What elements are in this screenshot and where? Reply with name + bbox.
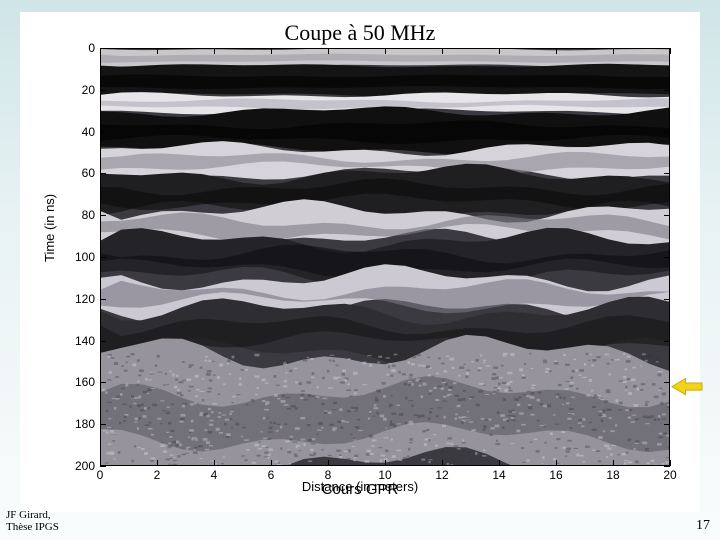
x-tick-label: 18: [606, 468, 619, 482]
x-tick-mark: [613, 460, 614, 466]
radargram-plot-area: [100, 48, 670, 466]
x-tick-mark: [385, 460, 386, 466]
y-tick-label: 20: [55, 83, 95, 97]
y-tick-mark: [664, 90, 670, 91]
y-tick-label: 60: [55, 166, 95, 180]
x-tick-mark: [214, 460, 215, 466]
credit-line1: JF Girard,: [6, 509, 51, 521]
x-tick-mark: [328, 48, 329, 54]
y-tick-mark: [664, 48, 670, 49]
chart-panel: Coupe à 50 MHz Time (in ns) Distance (in…: [20, 12, 700, 512]
x-tick-mark: [385, 48, 386, 54]
y-tick-mark: [664, 299, 670, 300]
page-number: 17: [696, 518, 710, 534]
x-tick-label: 8: [325, 468, 332, 482]
slide-root: Coupe à 50 MHz Time (in ns) Distance (in…: [0, 0, 720, 540]
x-tick-mark: [157, 460, 158, 466]
y-tick-mark: [100, 48, 106, 49]
x-tick-mark: [328, 460, 329, 466]
x-tick-mark: [214, 48, 215, 54]
y-tick-label: 180: [55, 417, 95, 431]
x-tick-mark: [271, 460, 272, 466]
y-tick-mark: [664, 382, 670, 383]
y-tick-mark: [100, 90, 106, 91]
y-tick-label: 160: [55, 375, 95, 389]
x-tick-mark: [442, 460, 443, 466]
x-tick-mark: [271, 48, 272, 54]
x-tick-mark: [442, 48, 443, 54]
y-tick-mark: [100, 382, 106, 383]
x-tick-mark: [613, 48, 614, 54]
y-tick-label: 120: [55, 292, 95, 306]
y-tick-mark: [664, 257, 670, 258]
x-tick-label: 4: [211, 468, 218, 482]
y-tick-mark: [100, 424, 106, 425]
credit-text: JF Girard, Thèse IPGS: [6, 509, 59, 534]
chart-title: Coupe à 50 MHz: [20, 20, 700, 46]
credit-line2: Thèse IPGS: [6, 521, 59, 533]
slide-footer-center: Cours GPR: [20, 481, 700, 498]
x-tick-mark: [670, 460, 671, 466]
y-tick-mark: [100, 466, 106, 467]
x-tick-mark: [499, 48, 500, 54]
y-tick-mark: [664, 215, 670, 216]
y-tick-mark: [664, 341, 670, 342]
y-tick-mark: [100, 132, 106, 133]
y-tick-mark: [664, 173, 670, 174]
radargram-svg: [101, 49, 669, 465]
x-tick-mark: [556, 48, 557, 54]
x-tick-label: 16: [549, 468, 562, 482]
y-tick-mark: [664, 466, 670, 467]
x-tick-label: 14: [492, 468, 505, 482]
y-tick-mark: [664, 132, 670, 133]
y-tick-label: 200: [55, 459, 95, 473]
y-tick-label: 80: [55, 208, 95, 222]
y-tick-label: 40: [55, 125, 95, 139]
x-tick-label: 20: [663, 468, 676, 482]
x-tick-mark: [670, 48, 671, 54]
x-tick-mark: [556, 460, 557, 466]
x-tick-label: 0: [97, 468, 104, 482]
y-tick-mark: [100, 257, 106, 258]
x-tick-mark: [157, 48, 158, 54]
x-tick-label: 12: [435, 468, 448, 482]
x-tick-label: 2: [154, 468, 161, 482]
x-tick-label: 10: [378, 468, 391, 482]
y-tick-mark: [100, 173, 106, 174]
y-tick-mark: [100, 215, 106, 216]
y-tick-label: 140: [55, 334, 95, 348]
y-tick-label: 100: [55, 250, 95, 264]
x-tick-mark: [499, 460, 500, 466]
y-tick-mark: [664, 424, 670, 425]
x-tick-label: 6: [268, 468, 275, 482]
y-tick-label: 0: [55, 41, 95, 55]
y-tick-mark: [100, 299, 106, 300]
y-tick-mark: [100, 341, 106, 342]
